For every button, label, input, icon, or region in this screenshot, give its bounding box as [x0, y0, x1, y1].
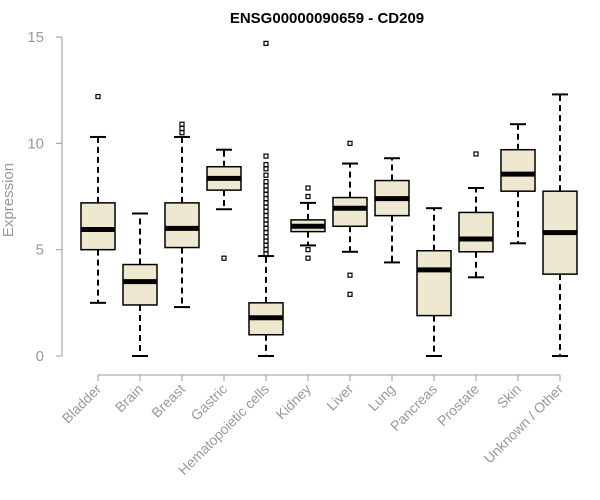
box-group-skin — [500, 123, 536, 245]
x-tick-label: Skin — [494, 381, 525, 412]
box-group-brain — [122, 212, 158, 357]
y-tick-label: 15 — [27, 29, 44, 46]
outlier-point — [263, 208, 269, 214]
iqr-box — [500, 148, 536, 192]
outlier-point — [347, 272, 353, 278]
box-group-bladder — [80, 93, 116, 304]
outlier-point — [263, 204, 269, 210]
x-tick-label: Liver — [323, 381, 356, 414]
outlier-point — [263, 179, 269, 185]
outlier-point — [179, 121, 185, 127]
outlier-point — [179, 125, 185, 132]
y-tick-label: 10 — [27, 135, 44, 152]
iqr-box — [122, 263, 158, 306]
outlier-point — [263, 166, 269, 172]
outlier-point — [263, 225, 269, 231]
x-tick-label: Lung — [365, 381, 398, 414]
outlier-point — [263, 196, 269, 202]
outlier-point — [263, 40, 269, 46]
outlier-point — [263, 187, 269, 193]
x-tick-label: Prostate — [434, 381, 482, 429]
outlier-point — [221, 255, 227, 261]
outlier-point — [473, 151, 479, 157]
outlier-point — [263, 221, 269, 227]
outlier-point — [263, 238, 269, 244]
x-tick-label: Bladder — [59, 381, 105, 427]
x-tick-label: Pancreas — [387, 381, 440, 434]
outlier-point — [263, 230, 269, 236]
box-group-lung — [374, 157, 410, 264]
outlier-point — [179, 130, 185, 136]
outlier-point — [263, 153, 269, 159]
box-group-breast — [164, 121, 200, 309]
box-group-hematopoietic-cells — [248, 40, 284, 357]
outlier-point — [263, 247, 269, 253]
box-group-kidney — [290, 185, 326, 261]
outlier-point — [263, 162, 269, 168]
outlier-point — [263, 213, 269, 219]
outlier-point — [95, 93, 101, 100]
outlier-point — [263, 234, 269, 240]
outlier-point — [347, 140, 353, 146]
outlier-point — [263, 242, 269, 249]
outlier-point — [305, 185, 311, 191]
y-tick-label: 5 — [36, 242, 44, 259]
box-group-unknown-other — [542, 93, 578, 357]
iqr-box — [332, 196, 368, 228]
outlier-point — [305, 247, 311, 253]
iqr-box — [458, 211, 494, 253]
x-tick-label: Kidney — [273, 381, 315, 423]
iqr-box — [164, 202, 200, 249]
y-axis-label: Expression — [0, 163, 17, 237]
box-group-liver — [332, 140, 368, 297]
outlier-point — [263, 191, 269, 197]
box-group-prostate — [458, 151, 494, 279]
x-tick-label: Brain — [112, 381, 146, 415]
outlier-point — [263, 200, 269, 206]
x-tick-label: Breast — [148, 381, 188, 421]
outlier-point — [263, 217, 269, 223]
outlier-point — [263, 172, 269, 178]
box-group-pancreas — [416, 207, 452, 357]
y-tick-label: 0 — [36, 348, 44, 365]
x-tick-label: Unknown / Other — [481, 381, 567, 467]
boxes — [80, 40, 578, 357]
iqr-box — [80, 202, 116, 251]
chart-title: ENSG00000090659 - CD209 — [230, 10, 424, 27]
outlier-point — [305, 193, 311, 200]
iqr-box — [416, 249, 452, 317]
box-group-gastric — [206, 148, 242, 261]
outlier-point — [305, 255, 311, 261]
outlier-point — [263, 183, 269, 189]
outlier-point — [347, 291, 353, 297]
